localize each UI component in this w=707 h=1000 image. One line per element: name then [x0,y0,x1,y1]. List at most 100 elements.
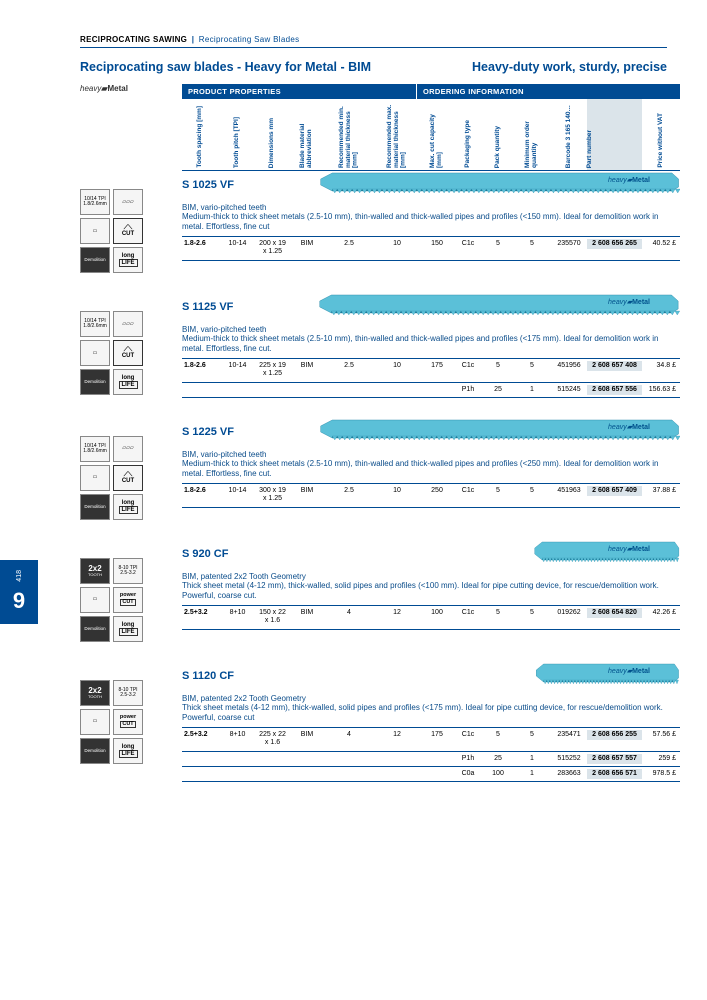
cell-pq: 5 [483,239,513,249]
cell-bar: 515245 [551,385,587,395]
cell-moq: 5 [513,608,551,618]
cell-moq: 5 [513,730,551,740]
cell-mat: BIM [289,361,325,371]
cell-min [325,754,373,756]
cell-pkg: C1c [453,608,483,618]
product-name: S 1120 CF [182,670,234,682]
header-bar: PRODUCT PROPERTIES ORDERING INFORMATION [182,84,680,99]
cell-price: 34.8 £ [642,361,680,371]
demolition-badge: Demolition [80,494,110,520]
cut-badge: ⟋⟍CUT [113,218,143,244]
cell-max: 10 [373,361,421,371]
col-rec-min: Recommended min. material thickness [mm] [339,99,359,170]
tooth-icon-badge: ▱▱▱ [113,189,143,215]
page-tab: 418 9 [0,560,38,624]
tpi-badge: 10/14 TPI1.8/2.6mm [80,189,110,215]
column-headers: Tooth spacing [mm] Tooth pitch [TPI] Dim… [182,99,680,171]
tpi-badge: 10/14 TPI1.8/2.6mm [80,311,110,337]
cell-min: 2.5 [325,239,373,249]
cell-pkg: C1c [453,730,483,740]
cell-price: 259 £ [642,754,680,764]
cell-ts: 2.5+3.2 [182,730,219,740]
cell-max: 10 [373,486,421,496]
col-tooth-spacing: Tooth spacing [mm] [197,104,204,170]
tpi-badge: 8-10 TPI2.5-3.2 [113,558,143,584]
cell-min: 2.5 [325,361,373,371]
cell-bar: 451963 [551,486,587,496]
cell-max: 12 [373,730,421,740]
badge-group: 10/14 TPI1.8/2.6mm ▱▱▱ ▭ ⟋⟍CUT Demolitio… [80,311,170,395]
blade-icon-badge: ▭ [80,218,110,244]
cell-cap: 175 [421,730,453,740]
cell-dim [256,754,289,756]
tpi-badge: 8-10 TPI2.5-3.2 [113,680,143,706]
breadcrumb-main: RECIPROCATING SAWING [80,35,187,44]
heavy-metal-logo: heavy▰Metal [80,84,170,93]
product-subtitle: BIM, vario-pitched teeth [182,203,680,212]
cell-max: 12 [373,608,421,618]
power-cut-badge: powerCUT [113,709,143,735]
page-title: Reciprocating saw blades - Heavy for Met… [80,60,371,74]
blade-image: heavy▰Metal [244,173,680,193]
cell-price: 978.5 £ [642,769,680,779]
col-min-order: Minimum order quantity [525,99,539,170]
cell-max [373,385,421,387]
cell-partnumber: 2 608 657 408 [587,361,642,371]
cell-pq: 5 [483,608,513,618]
product-section: 10/14 TPI1.8/2.6mm ▱▱▱ ▭ ⟋⟍CUT Demolitio… [80,293,667,398]
cell-ts [182,385,219,387]
cell-pq: 5 [483,486,513,496]
table-row: P1h 25 1 515252 2 608 657 557 259 £ [182,751,680,766]
tpi-badge: 10/14 TPI1.8/2.6mm [80,436,110,462]
cell-pkg: C1c [453,486,483,496]
cell-cap: 175 [421,361,453,371]
col-part-number: Part number [587,128,594,170]
cell-pkg: P1h [453,385,483,395]
product-name: S 920 CF [182,548,228,560]
cell-tpi [219,754,256,756]
cell-cap [421,769,453,771]
cell-moq: 1 [513,385,551,395]
cell-ts: 1.8-2.6 [182,239,219,249]
cell-pq: 25 [483,754,513,764]
cell-pkg: C1c [453,361,483,371]
cell-min [325,385,373,387]
tooth-icon-badge: ▱▱▱ [113,311,143,337]
cell-dim [256,769,289,771]
cell-ts: 1.8-2.6 [182,361,219,371]
cell-ts [182,769,219,771]
col-blade-material: Blade material abbreviation [300,99,314,170]
product-description: Thick sheet metal (4-12 mm), thick-walle… [182,581,680,602]
cell-dim: 200 x 19 x 1.25 [256,239,289,258]
cell-pq: 25 [483,385,513,395]
cell-bar: 283663 [551,769,587,779]
cell-moq: 1 [513,769,551,779]
2x2-badge: 2x2TOOTH [80,558,110,584]
cell-bar: 235471 [551,730,587,740]
cell-partnumber: 2 608 654 820 [587,608,642,618]
cell-max: 10 [373,239,421,249]
cell-mat: BIM [289,608,325,618]
cell-partnumber: 2 608 656 255 [587,730,642,740]
cell-min: 2.5 [325,486,373,496]
demolition-badge: Demolition [80,369,110,395]
cell-dim [256,385,289,387]
cell-pq: 5 [483,361,513,371]
power-cut-badge: powerCUT [113,587,143,613]
chapter-number: 9 [13,588,25,614]
cell-pkg: C0a [453,769,483,779]
cell-mat [289,385,325,387]
blade-icon-badge: ▭ [80,465,110,491]
col-max-cut: Max. cut capacity [mm] [430,99,444,170]
long-life-badge: longLIFE [113,494,143,520]
cell-partnumber: 2 608 657 557 [587,754,642,764]
cell-tpi: 10-14 [219,486,256,496]
table-row: P1h 25 1 515245 2 608 657 556 156.63 £ [182,382,680,398]
cell-max [373,769,421,771]
cell-dim: 225 x 19 x 1.25 [256,361,289,380]
cell-cap: 250 [421,486,453,496]
long-life-badge: longLIFE [113,738,143,764]
cell-dim: 300 x 19 x 1.25 [256,486,289,505]
product-subtitle: BIM, patented 2x2 Tooth Geometry [182,572,680,581]
hdr-ordering-info: ORDERING INFORMATION [417,84,680,99]
